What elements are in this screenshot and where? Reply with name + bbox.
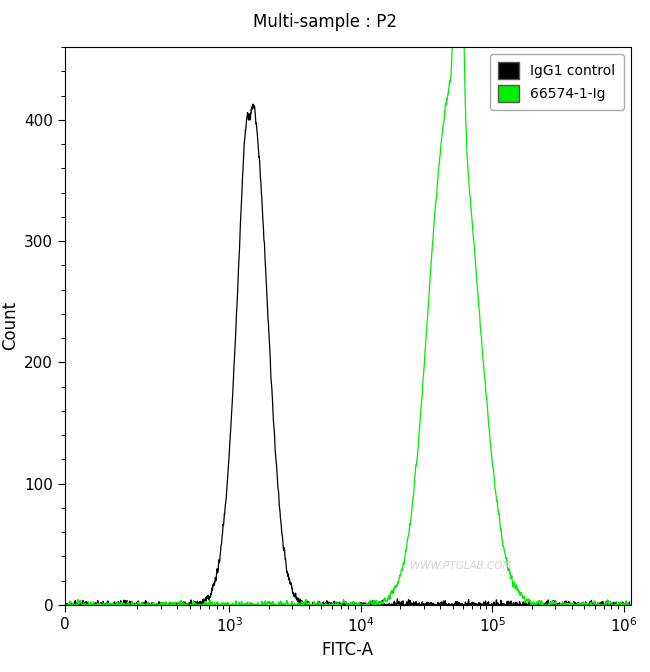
66574-1-Ig [633, 599, 641, 607]
66574-1-Ig [615, 599, 623, 607]
66574-1-Ig [316, 599, 324, 607]
IgG1 control [615, 601, 623, 609]
Text: Multi-sample : P2: Multi-sample : P2 [253, 13, 397, 32]
Text: WWW.PTGLAB.COM: WWW.PTGLAB.COM [410, 560, 512, 571]
IgG1 control [249, 100, 257, 108]
66574-1-Ig [28, 601, 36, 609]
Y-axis label: Count: Count [1, 301, 19, 351]
IgG1 control [316, 601, 324, 609]
66574-1-Ig [584, 601, 592, 609]
Line: IgG1 control: IgG1 control [32, 104, 637, 605]
Legend: IgG1 control, 66574-1-Ig: IgG1 control, 66574-1-Ig [490, 54, 623, 110]
IgG1 control [287, 581, 295, 589]
IgG1 control [585, 601, 593, 609]
IgG1 control [633, 600, 641, 608]
X-axis label: FITC-A: FITC-A [322, 641, 374, 659]
IgG1 control [29, 601, 36, 609]
Line: 66574-1-Ig: 66574-1-Ig [32, 0, 637, 605]
IgG1 control [28, 600, 36, 608]
66574-1-Ig [282, 599, 290, 607]
IgG1 control [283, 566, 291, 575]
66574-1-Ig [468, 212, 476, 220]
66574-1-Ig [287, 600, 295, 608]
IgG1 control [468, 599, 476, 607]
